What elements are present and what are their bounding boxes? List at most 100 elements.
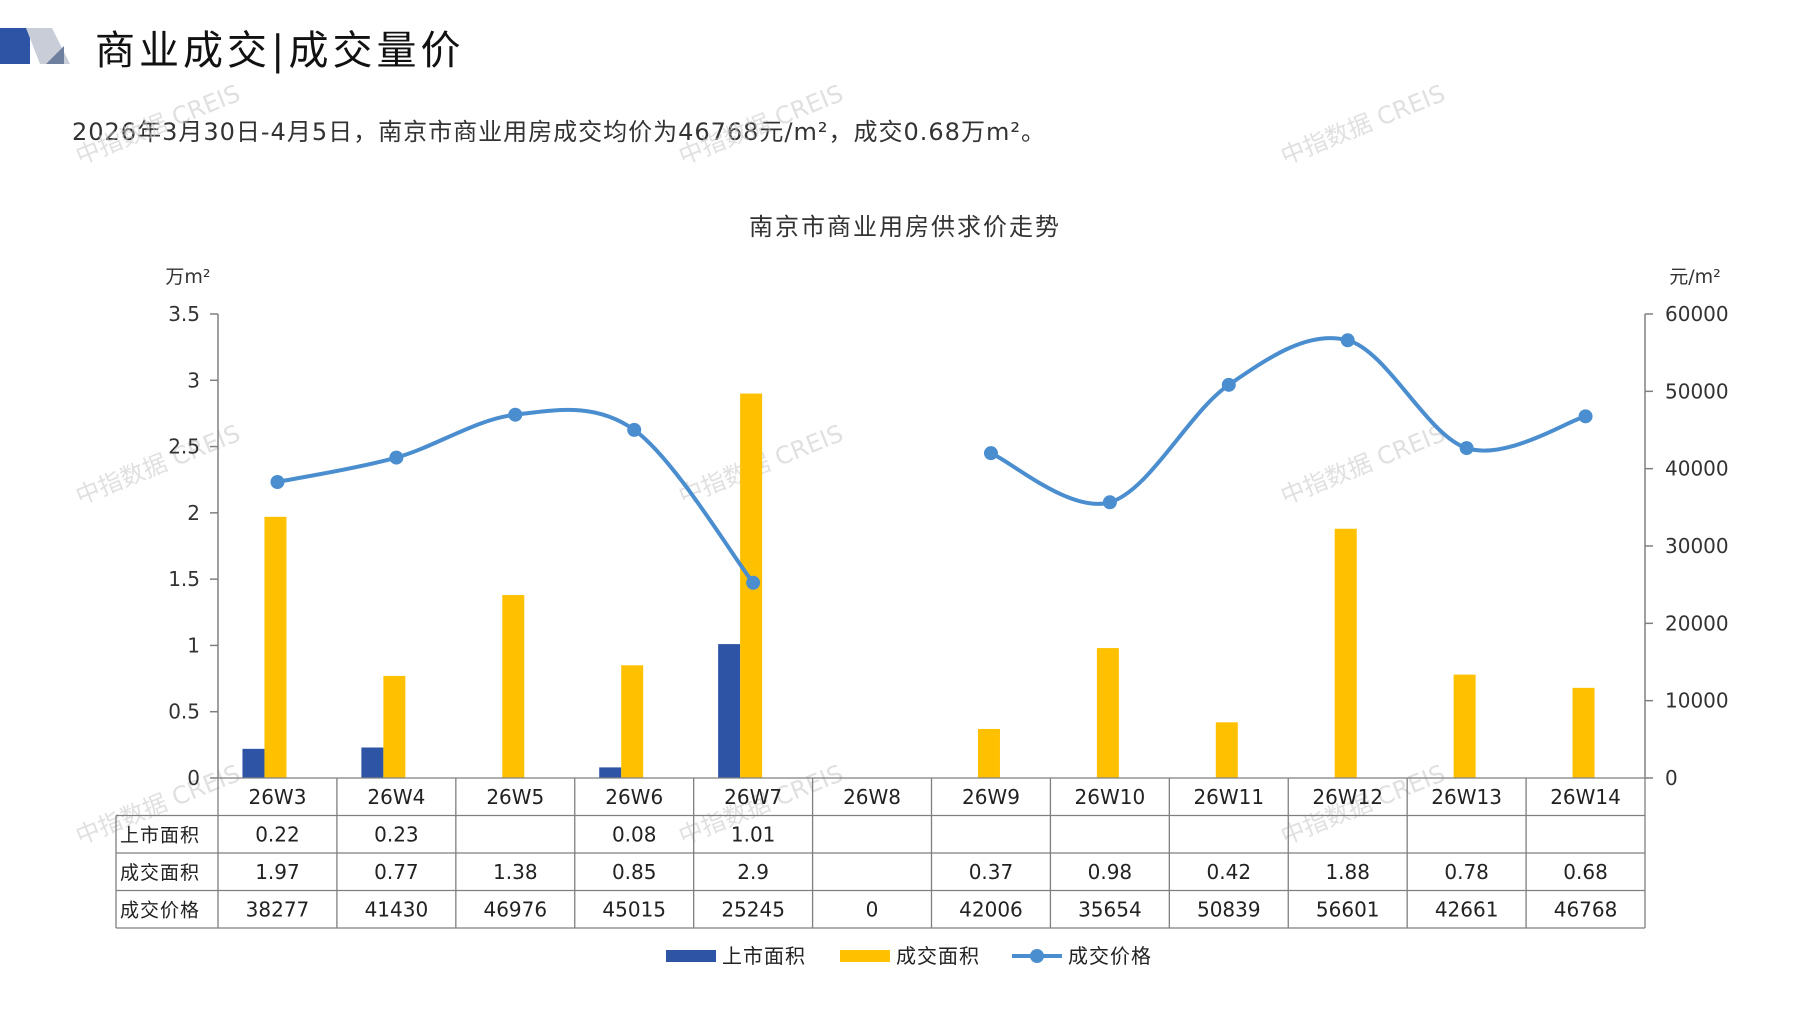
right-tick-label: 0 bbox=[1665, 766, 1678, 790]
data-label: 41430 bbox=[365, 897, 429, 921]
watermark-text: 中指数据 CREIS bbox=[675, 79, 847, 170]
data-label: 0 bbox=[866, 897, 879, 921]
data-label: 0.78 bbox=[1444, 860, 1489, 884]
deal-area-bar bbox=[1334, 528, 1357, 778]
watermark-text: 中指数据 CREIS bbox=[72, 79, 244, 170]
supply-bar bbox=[718, 644, 741, 778]
category-label: 26W7 bbox=[724, 785, 782, 809]
right-axis-unit: 元/m² bbox=[1669, 266, 1721, 288]
data-label: 1.38 bbox=[493, 860, 538, 884]
header-logo-icon bbox=[0, 28, 70, 64]
legend-label: 成交面积 bbox=[896, 944, 980, 968]
series-row-label: 成交面积 bbox=[120, 862, 200, 884]
price-point bbox=[389, 450, 404, 465]
data-label: 56601 bbox=[1316, 897, 1380, 921]
watermark-text: 中指数据 CREIS bbox=[1277, 419, 1449, 510]
data-label: 0.42 bbox=[1207, 860, 1252, 884]
deal-area-bar bbox=[977, 728, 1000, 778]
deal-area-bar bbox=[1096, 648, 1119, 778]
legend-swatch bbox=[840, 950, 890, 962]
data-label: 1.97 bbox=[255, 860, 300, 884]
series-row-label: 上市面积 bbox=[120, 824, 200, 846]
category-label: 26W10 bbox=[1075, 785, 1146, 809]
category-label: 26W3 bbox=[248, 785, 306, 809]
right-tick-label: 20000 bbox=[1665, 611, 1729, 635]
data-label: 1.88 bbox=[1325, 860, 1370, 884]
supply-bar bbox=[599, 767, 622, 778]
legend: 上市面积 成交面积 成交价格 bbox=[666, 944, 1152, 968]
deal-area-bar bbox=[621, 665, 644, 778]
axes: 0 0.5 1 1.5 2 2.5 3 3.5 0 10000 20000 30000 40000 500… bbox=[168, 302, 1728, 790]
data-label: 0.68 bbox=[1563, 860, 1608, 884]
price-point bbox=[983, 446, 998, 461]
data-label: 35654 bbox=[1078, 897, 1142, 921]
category-label: 26W5 bbox=[486, 785, 544, 809]
deal-area-bar bbox=[1453, 674, 1476, 778]
price-point bbox=[627, 422, 642, 437]
data-label: 0.22 bbox=[255, 822, 300, 846]
category-label: 26W6 bbox=[605, 785, 663, 809]
category-label: 26W4 bbox=[367, 785, 425, 809]
category-label: 26W13 bbox=[1431, 785, 1502, 809]
data-label: 0.85 bbox=[612, 860, 657, 884]
legend-label: 上市面积 bbox=[722, 944, 806, 968]
supply-bar bbox=[361, 747, 384, 778]
deal-area-bar bbox=[1572, 687, 1595, 778]
data-label: 0.77 bbox=[374, 860, 419, 884]
price-point bbox=[1340, 333, 1355, 348]
data-label: 50839 bbox=[1197, 897, 1261, 921]
summary-text: 2026年3月30日-4月5日，南京市商业用房成交均价为46768元/m²，成交… bbox=[72, 118, 1046, 146]
deal-area-bar bbox=[502, 595, 525, 778]
right-tick-label: 30000 bbox=[1665, 534, 1729, 558]
left-tick-label: 0 bbox=[187, 766, 200, 790]
watermark-text: 中指数据 CREIS bbox=[1277, 79, 1449, 170]
data-label: 42006 bbox=[959, 897, 1023, 921]
data-label: 45015 bbox=[602, 897, 666, 921]
price-point bbox=[1221, 377, 1236, 392]
deal-area-bar bbox=[1215, 722, 1238, 778]
series-row-label: 成交价格 bbox=[120, 899, 200, 921]
deal-area-bar bbox=[383, 675, 406, 778]
category-label: 26W12 bbox=[1312, 785, 1383, 809]
data-label: 25245 bbox=[721, 897, 785, 921]
legend-label: 成交价格 bbox=[1068, 944, 1152, 968]
category-label: 26W9 bbox=[962, 785, 1020, 809]
left-axis-unit: 万m² bbox=[165, 266, 210, 288]
data-label: 0.37 bbox=[969, 860, 1014, 884]
price-point bbox=[1102, 495, 1117, 510]
data-label: 1.01 bbox=[731, 822, 776, 846]
price-line bbox=[270, 333, 1593, 590]
right-tick-label: 50000 bbox=[1665, 379, 1729, 403]
category-label: 26W8 bbox=[843, 785, 901, 809]
data-label: 0.08 bbox=[612, 822, 657, 846]
page-title: 商业成交|成交量价 bbox=[95, 28, 465, 74]
price-point bbox=[270, 474, 285, 489]
price-point bbox=[746, 575, 761, 590]
left-tick-label: 1 bbox=[187, 633, 200, 657]
data-label: 46768 bbox=[1554, 897, 1618, 921]
data-label: 0.98 bbox=[1088, 860, 1133, 884]
price-point bbox=[1459, 441, 1474, 456]
data-label: 0.23 bbox=[374, 822, 419, 846]
legend-marker bbox=[1030, 949, 1044, 963]
data-label: 2.9 bbox=[737, 860, 769, 884]
data-label: 42661 bbox=[1435, 897, 1499, 921]
deal-area-bar bbox=[264, 516, 287, 778]
data-label: 38277 bbox=[246, 897, 310, 921]
price-point bbox=[508, 407, 523, 422]
legend-swatch bbox=[666, 950, 716, 962]
left-tick-label: 3 bbox=[187, 368, 200, 392]
category-label: 26W11 bbox=[1193, 785, 1264, 809]
left-tick-label: 1.5 bbox=[168, 567, 200, 591]
left-tick-label: 2.5 bbox=[168, 435, 200, 459]
chart-title: 南京市商业用房供求价走势 bbox=[749, 213, 1061, 241]
data-table: 26W3 26W4 26W5 26W6 26W7 26W8 26W9 26W10 26W11 26… bbox=[115, 777, 1646, 929]
left-tick-label: 0.5 bbox=[168, 700, 200, 724]
right-tick-label: 60000 bbox=[1665, 302, 1729, 326]
left-tick-label: 2 bbox=[187, 501, 200, 525]
data-label: 46976 bbox=[483, 897, 547, 921]
right-tick-label: 40000 bbox=[1665, 457, 1729, 481]
price-point bbox=[1578, 409, 1593, 424]
left-tick-label: 3.5 bbox=[168, 302, 200, 326]
